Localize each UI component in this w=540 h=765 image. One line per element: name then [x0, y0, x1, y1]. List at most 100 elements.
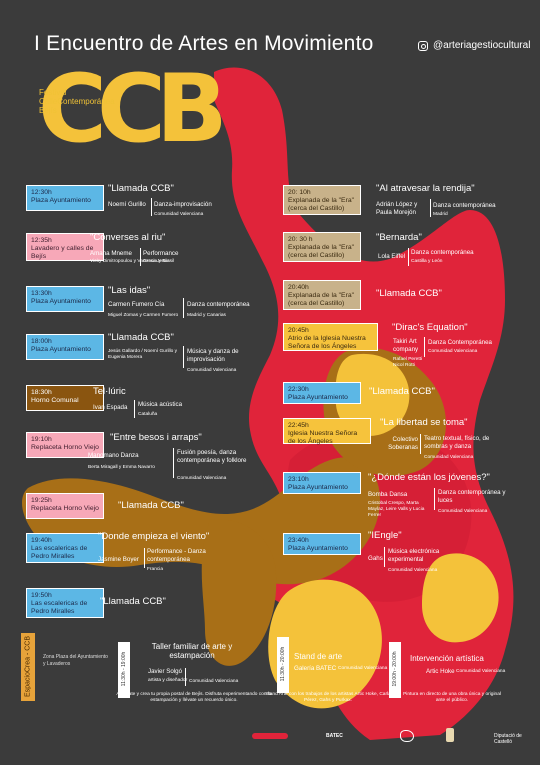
region-map-logo [400, 730, 414, 742]
event-artist: Ivan Espada [93, 404, 128, 411]
event-artist2: Berta Miragall y Emma Navarro [88, 465, 155, 470]
time-place-box: 20: 10h Explanada de la "Era" (cerca del … [283, 185, 361, 215]
divider [420, 434, 421, 454]
event-artist: Colectivo Soberanas [388, 436, 418, 451]
event-genre: Teatro textual, físico, de sombras y dan… [424, 435, 490, 450]
event-genre: Música electrónica experimental [388, 548, 440, 563]
event-origin: Comunidad Valenciana [438, 509, 488, 514]
divider [140, 248, 141, 266]
event-title: "Llamada CCB" [369, 386, 435, 397]
item-origin: Comunidad Valenciana [456, 669, 506, 674]
event-artist: Carmen Fumero Cía [108, 301, 165, 308]
instagram-text: @arteriagestiocultural [433, 40, 531, 51]
divider [408, 248, 409, 266]
event-genre: Danza contemporánea [187, 301, 250, 308]
item-artist: Javier Solgó [148, 668, 183, 675]
divider [151, 198, 152, 216]
divider [144, 548, 145, 568]
time-place-box: 22:45h Iglesia Nuestra Señora de los Ánge… [283, 418, 371, 445]
diputacion-logo: Diputació de Castelló [494, 733, 522, 745]
event-genre: Música y danza de improvisación [187, 348, 239, 363]
partner-logo-red [252, 733, 288, 739]
event-origin: Castilla y León [411, 259, 443, 264]
time-place-box: 20:45h Atrio de la Iglesia Nuestra Señora… [283, 323, 378, 351]
event-genre: Performance [143, 250, 179, 257]
yellow-right [422, 553, 499, 643]
item-origin: Comunidad Valenciana [338, 666, 388, 671]
event-title: Tel·lúric [93, 386, 126, 397]
event-artist: Jesús Gallardo / Noemí Gurillo y Eugenia… [108, 349, 178, 360]
time-place-box: 23:10h Plaza Ayuntamiento [283, 472, 361, 494]
event-genre: Danza contemporánea [433, 202, 496, 209]
event-artist: Jasmine Boyer [98, 556, 139, 563]
event-artist2: Vicky Dimitropoulou y Vanessa Jesús [90, 259, 170, 264]
item-title: Stand de arte [294, 652, 343, 661]
page-title: I Encuentro de Artes en Movimiento [34, 32, 374, 55]
event-genre: Danza-improvisación [154, 201, 212, 208]
item-desc: Acércate y crea tu propia postal de Bejí… [116, 692, 272, 703]
divider [185, 668, 186, 686]
time-place-box: 19:40h Las escalericas de Pedro Miralles [26, 533, 104, 563]
divider [183, 298, 184, 318]
event-artist: Amana Mneme [90, 250, 132, 257]
time-place-box: 13:30h Plaza Ayuntamiento [26, 286, 104, 312]
batec-logo: BATEC [326, 733, 343, 739]
event-genre: Fusión poesía, danza contemporánea y fol… [177, 449, 247, 464]
event-title: "Dirac's Equation" [392, 322, 468, 333]
divider [173, 448, 174, 478]
time-place-box: 19:50h Las escalericas de Pedro Miralles [26, 588, 104, 618]
event-artist: Manomano Danza [88, 452, 139, 459]
event-title: "IEngle" [368, 530, 402, 541]
event-genre: Danza Contemporánea [428, 339, 492, 346]
item-role: artista y diseñador [148, 678, 188, 683]
event-title: "¿Dónde están los jóvenes?" [368, 472, 490, 483]
event-title: "Al atravesar la rendija" [376, 183, 475, 194]
brown-lower [201, 519, 277, 666]
time-place-box: 20:40h Explanada de la "Era" (cerca del C… [283, 280, 361, 310]
time-place-box: 22:30h Plaza Ayuntamiento [283, 382, 361, 404]
item-title: Intervención artística [410, 654, 484, 663]
event-origin: Comunidad Valenciana [388, 568, 438, 573]
time-place-box: 19:10h Replaceta Horno Viejo [26, 432, 104, 458]
event-origin: Madrid [433, 212, 448, 217]
event-origin: Comunidad Valenciana [428, 349, 478, 354]
event-title: "Llamada CCB" [376, 288, 442, 299]
event-origin: Madrid y Canarias [187, 313, 226, 318]
divider [424, 337, 425, 357]
time-place-box: 12:30h Plaza Ayuntamiento [26, 185, 104, 211]
event-genre: Danza contemporánea [411, 249, 474, 256]
event-artist: Noemí Gurillo [108, 201, 146, 208]
event-artist2: Miguel Zomas y Carmen Fumero [108, 313, 179, 318]
event-artist: Takiri Art company [393, 338, 419, 353]
instagram-icon [418, 40, 428, 51]
instagram-handle[interactable]: @arteriagestiocultural [418, 40, 530, 51]
event-title: "La libertad se toma" [380, 417, 468, 428]
event-title: "Entre besos i arraps" [110, 432, 202, 443]
event-title: "Donde empieza el viento" [98, 531, 210, 542]
event-genre: Performance - Danza contemporánea [147, 548, 206, 563]
time-label: 11:30h - 19:00h [118, 642, 130, 698]
event-origin: Comunidad Valenciana [154, 212, 204, 217]
item-artist: Artic Hoke [426, 668, 455, 675]
item-desc: Stand Arte con los trabajos de los artis… [265, 692, 391, 703]
event-title: "Bernarda" [376, 232, 422, 243]
divider [430, 199, 431, 217]
event-origin: Comunidad Valenciana [187, 368, 237, 373]
time-place-box: 12:35h Lavadero y calles de Bejís [26, 233, 104, 261]
event-title: "Converses al riu" [90, 232, 166, 243]
item-origin: Comunidad Valenciana [189, 679, 239, 684]
time-label: 11:30h - 20:00h [277, 637, 289, 693]
event-title: "Llamada CCB" [100, 596, 166, 607]
event-title: "Llamada CCB" [108, 332, 174, 343]
time-place-box: 23:40h Plaza Ayuntamiento [283, 533, 361, 555]
event-origin: Comunidad Valenciana [424, 455, 474, 460]
yellow-shape [335, 353, 410, 436]
time-place-box: 19:25h Replaceta Horno Viejo [26, 493, 104, 519]
espacio-zone: Zona Plaza del Ayuntamiento y Lavaderos [43, 654, 108, 667]
time-place-box: 18:30h Horno Comunal [26, 385, 104, 411]
yellow-swirl [268, 579, 382, 709]
festival-label: Festival CalleContemporánea Bejís [39, 88, 115, 115]
event-artist2: Rafael Peretti Nicol Rotti [393, 357, 423, 368]
time-place-box: 20: 30 h Explanada de la "Era" (cerca del… [283, 232, 361, 262]
